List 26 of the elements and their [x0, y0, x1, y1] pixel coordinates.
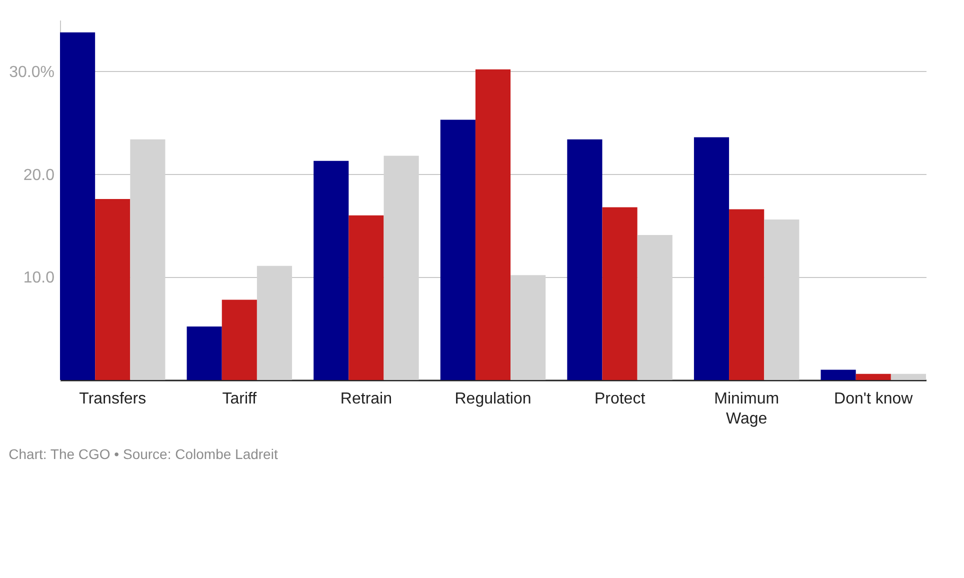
x-tick-label: Don't know	[834, 390, 914, 408]
bar	[314, 160, 349, 380]
bar	[856, 374, 891, 380]
x-tick-label: Tariff	[222, 390, 258, 408]
bar	[820, 370, 856, 380]
bar	[694, 137, 730, 380]
x-tick-label: Minimum Wage	[714, 390, 780, 428]
bar	[348, 215, 384, 380]
bar	[222, 300, 257, 380]
y-tick-label: 20.0	[23, 166, 55, 184]
bar	[475, 69, 511, 380]
x-tick-label: Protect	[594, 390, 646, 408]
text: Chart: The CGO • Source: Colombe Ladreit	[8, 446, 278, 462]
x-tick-label: Regulation	[454, 390, 532, 408]
y-tick-label: 30.0%	[9, 64, 54, 81]
bar	[729, 209, 764, 380]
bar	[186, 326, 222, 380]
y-tick-label: 10.0	[23, 270, 55, 287]
bar	[890, 374, 926, 380]
bar	[440, 120, 476, 380]
x-tick-label: Retrain	[340, 390, 392, 408]
bar	[602, 207, 638, 380]
bar	[95, 198, 130, 380]
bar	[567, 139, 602, 380]
x-tick-label: Transfers	[79, 390, 146, 408]
bar	[60, 32, 96, 380]
